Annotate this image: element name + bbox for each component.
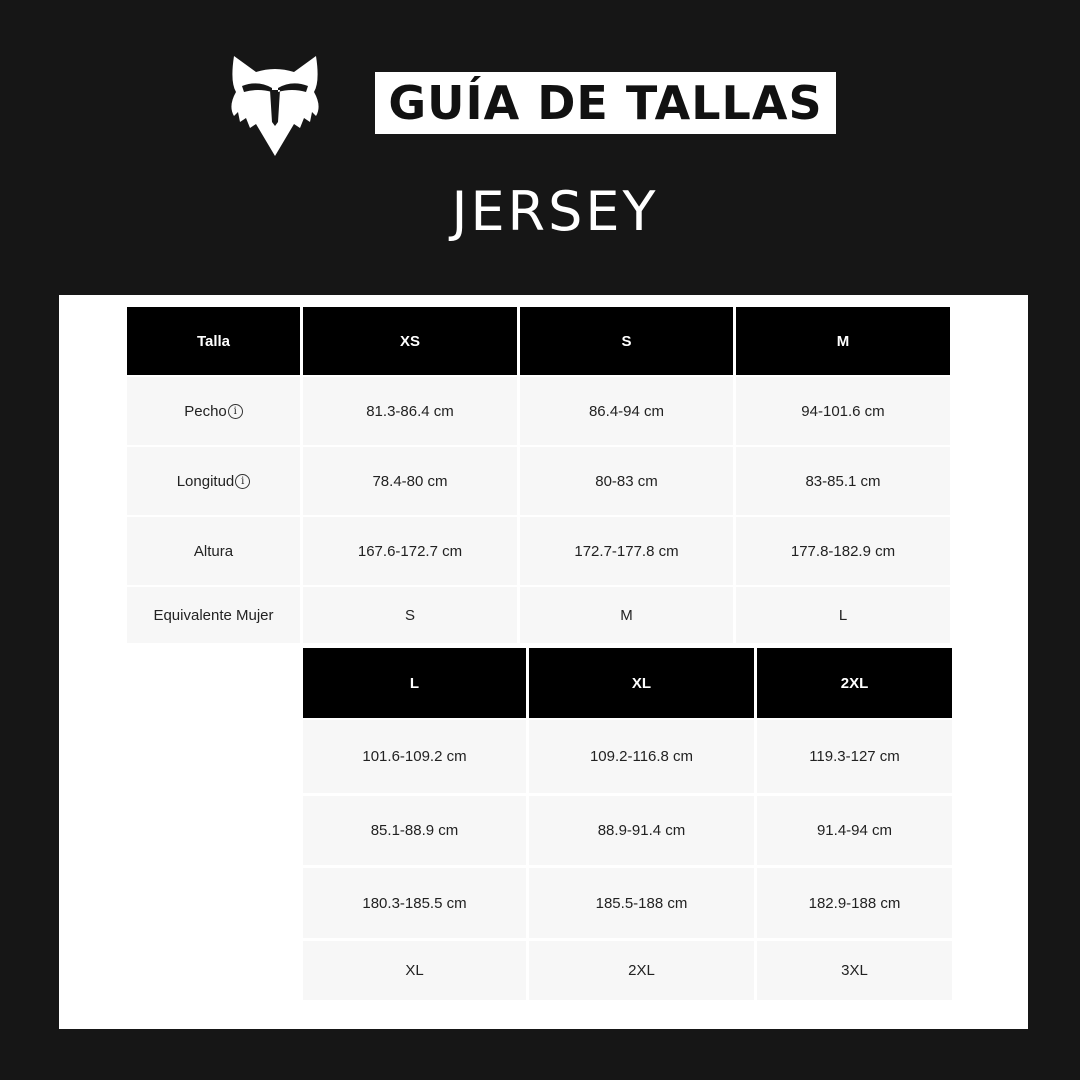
table-cell-text: 119.3-127 cm — [809, 748, 900, 765]
table-cell-text: 78.4-80 cm — [372, 472, 448, 490]
row-header-cell-text: Talla — [196, 332, 231, 350]
table-cell: 177.8-182.9 cm — [736, 517, 950, 585]
column-header-xs: XS — [303, 307, 517, 375]
table-cell-text: M — [620, 606, 633, 624]
table-cell: 101.6-109.2 cm — [303, 720, 526, 793]
table-cell-text: 3XL — [841, 962, 868, 979]
table-cell-text: S — [404, 606, 415, 624]
column-header-s: S — [520, 307, 733, 375]
table-cell: 78.4-80 cm — [303, 447, 517, 515]
table-cell-text: 91.4-94 cm — [816, 822, 893, 839]
row-label-text: Longitud — [176, 472, 235, 490]
row-label: Longitud i — [127, 447, 300, 515]
table-cell-text: L — [838, 606, 848, 624]
info-icon[interactable]: i — [235, 473, 251, 489]
column-header-s-text: S — [621, 332, 632, 350]
table-cell-text: 81.3-86.4 cm — [366, 402, 454, 420]
table-cell: 180.3-185.5 cm — [303, 868, 526, 938]
table-cell: 3XL — [757, 941, 952, 1000]
column-header-m-text: M — [836, 332, 850, 350]
table-cell-text: 185.5-188 cm — [595, 894, 688, 912]
page-subtitle: JERSEY — [451, 180, 659, 243]
row-label: Equivalente Mujer — [127, 587, 300, 643]
table-cell-text: 88.9-91.4 cm — [597, 822, 686, 839]
page-title: GUÍA DE TALLAS — [388, 76, 823, 130]
row-label-text: Equivalente Mujer — [153, 606, 274, 624]
table-cell: 119.3-127 cm — [757, 720, 952, 793]
table-cell: 85.1-88.9 cm — [303, 796, 526, 865]
table-cell: 94-101.6 cm — [736, 377, 950, 445]
fox-logo-icon — [231, 56, 319, 156]
table-cell-text: 83-85.1 cm — [805, 472, 881, 490]
table-cell-text: 109.2-116.8 cm — [589, 748, 694, 765]
table-cell: 185.5-188 cm — [529, 868, 754, 938]
table-cell: M — [520, 587, 733, 643]
column-header-xl-text: XL — [631, 674, 652, 692]
table-cell-text: 101.6-109.2 cm — [362, 748, 467, 765]
table-cell-text: XL — [405, 962, 424, 979]
table-cell: 83-85.1 cm — [736, 447, 950, 515]
table-cell: 88.9-91.4 cm — [529, 796, 754, 865]
table-cell-text: 80-83 cm — [595, 472, 658, 490]
table-cell-text: 180.3-185.5 cm — [362, 894, 467, 912]
table-cell-text: 172.7-177.8 cm — [574, 542, 679, 560]
table-cell: 182.9-188 cm — [757, 868, 952, 938]
table-cell-text: 85.1-88.9 cm — [370, 822, 459, 839]
table-cell: XL — [303, 941, 526, 1000]
column-header-m: M — [736, 307, 950, 375]
table-cell: 86.4-94 cm — [520, 377, 733, 445]
table-cell-text: 182.9-188 cm — [808, 894, 901, 912]
table-cell-text: 86.4-94 cm — [588, 402, 665, 420]
title-banner: GUÍA DE TALLAS — [375, 72, 836, 134]
table-cell: 91.4-94 cm — [757, 796, 952, 865]
table-cell-text: 167.6-172.7 cm — [357, 542, 463, 560]
table-cell-text: 94-101.6 cm — [801, 402, 885, 420]
table-cell: 172.7-177.8 cm — [520, 517, 733, 585]
table-cell: 167.6-172.7 cm — [303, 517, 517, 585]
table-cell: L — [736, 587, 950, 643]
row-label: Pecho i — [127, 377, 300, 445]
row-label-text: Pecho — [184, 402, 227, 420]
table-cell: 109.2-116.8 cm — [529, 720, 754, 793]
table-cell: 81.3-86.4 cm — [303, 377, 517, 445]
column-header-2xl-text: 2XL — [840, 674, 869, 692]
table-cell: 2XL — [529, 941, 754, 1000]
table-cell-text: 177.8-182.9 cm — [790, 542, 896, 560]
column-header-xs-text: XS — [399, 332, 420, 350]
info-icon[interactable]: i — [227, 403, 243, 419]
column-header-l: L — [303, 648, 526, 718]
table-cell: 80-83 cm — [520, 447, 733, 515]
row-label: Altura — [127, 517, 300, 585]
column-header-l-text: L — [409, 674, 420, 692]
row-label-text: Altura — [193, 542, 234, 560]
row-header-cell: Talla — [127, 307, 300, 375]
table-cell: S — [303, 587, 517, 643]
column-header-2xl: 2XL — [757, 648, 952, 718]
column-header-xl: XL — [529, 648, 754, 718]
table-cell-text: 2XL — [628, 962, 655, 979]
